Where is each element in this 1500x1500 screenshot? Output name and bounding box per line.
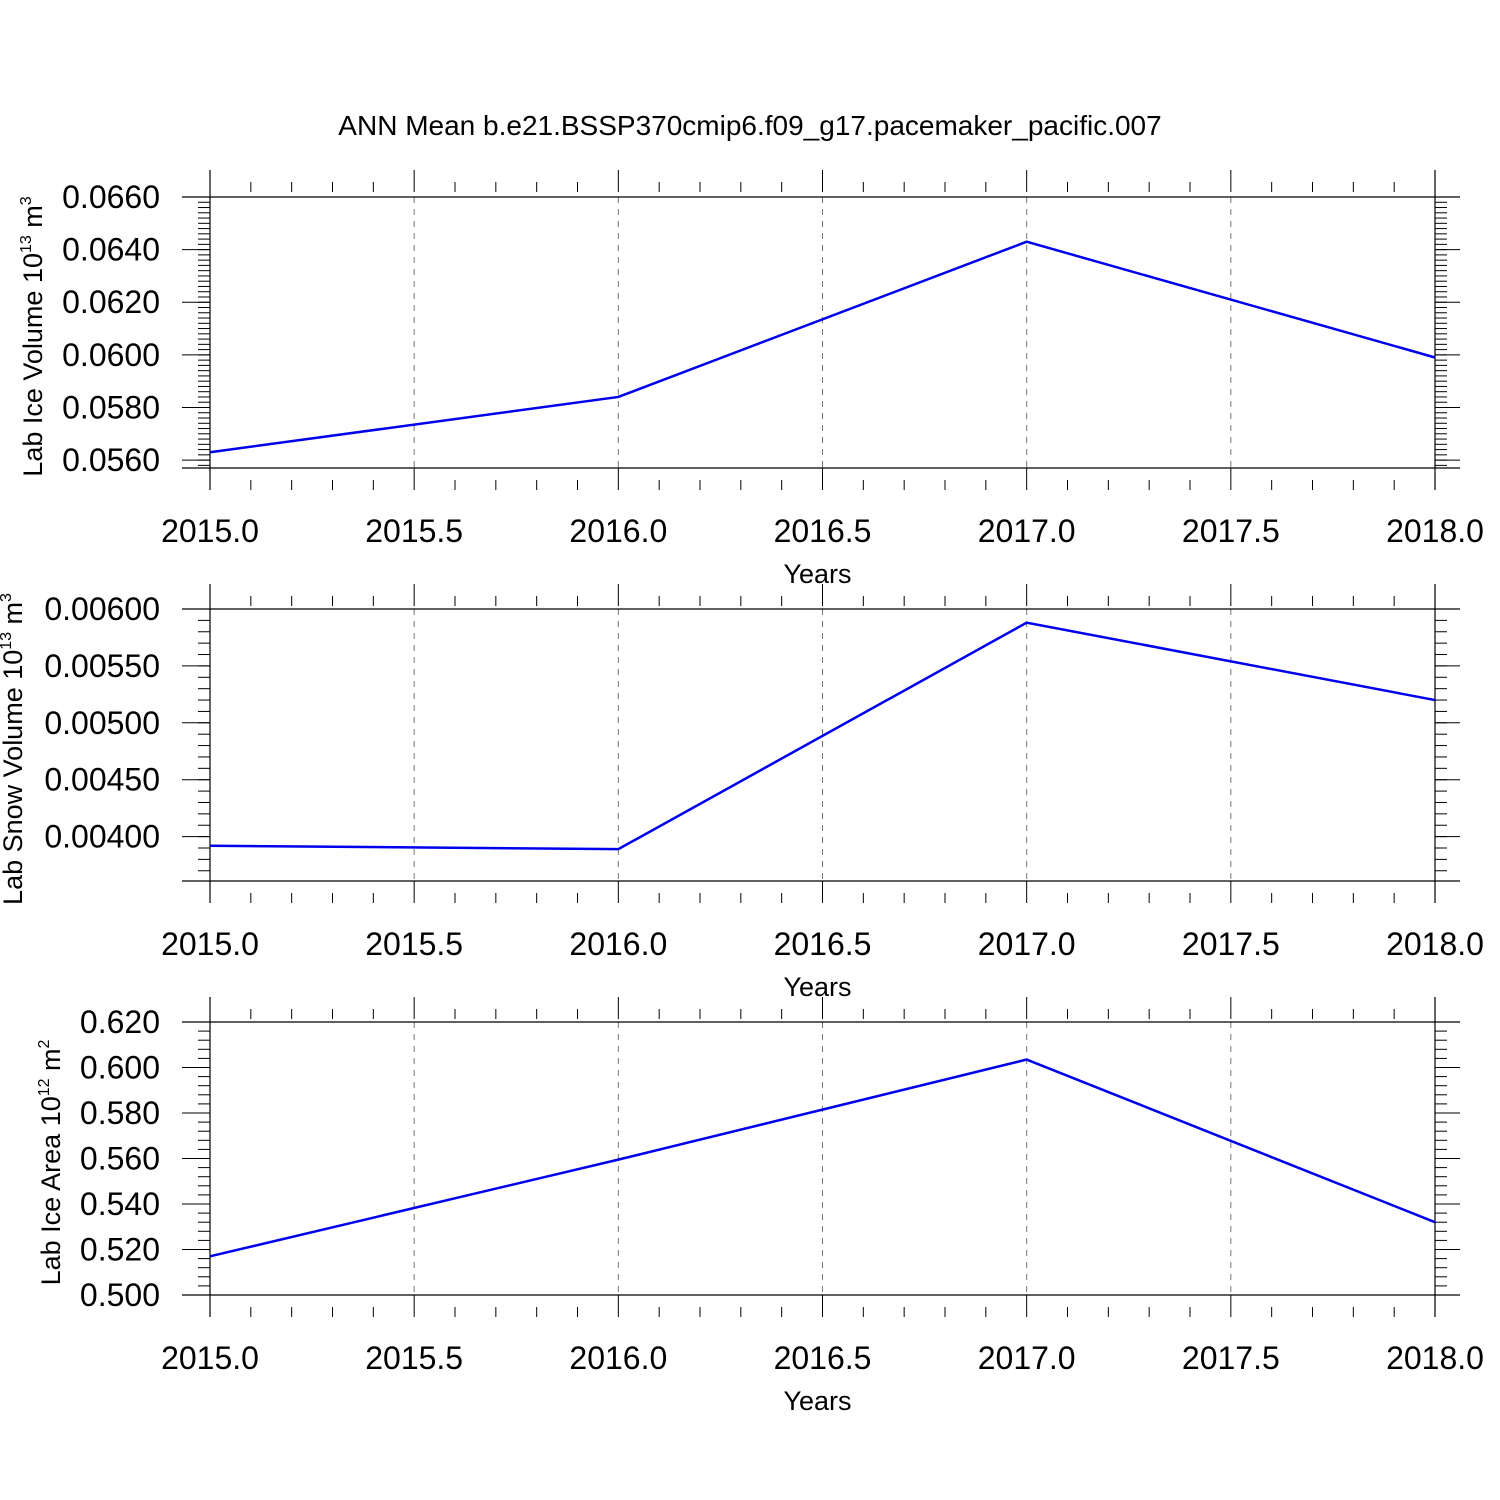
y-tick-label: 0.600 xyxy=(80,1050,160,1086)
x-tick-label: 2017.0 xyxy=(978,1340,1076,1376)
y-tick-label: 0.620 xyxy=(80,1004,160,1040)
y-tick-label: 0.540 xyxy=(80,1186,160,1222)
y-tick-label: 0.00600 xyxy=(44,591,160,627)
x-tick-label: 2016.0 xyxy=(569,513,667,549)
x-tick-label: 2015.5 xyxy=(365,513,463,549)
y-tick-label: 0.0560 xyxy=(62,442,160,478)
y-tick-label: 0.0640 xyxy=(62,232,160,268)
series-line xyxy=(209,240,1436,454)
y-tick-label: 0.0600 xyxy=(62,337,160,373)
x-tick-label: 2016.0 xyxy=(569,926,667,962)
x-axis-title: Years xyxy=(783,1386,851,1416)
y-tick-label: 0.520 xyxy=(80,1232,160,1268)
x-tick-label: 2017.0 xyxy=(978,513,1076,549)
x-tick-label: 2017.0 xyxy=(978,926,1076,962)
panel-1: 2015.0 2015.5 2016.0 2016.5 2017.0 2017.5 2018… xyxy=(18,170,1484,589)
series-line xyxy=(209,1058,1436,1258)
panel-3: 2015.0 2015.5 2016.0 2016.5 2017.0 2017.5 2018… xyxy=(36,997,1484,1416)
x-tick-label: 2016.5 xyxy=(774,1340,872,1376)
y-tick-label: 0.00500 xyxy=(44,705,160,741)
y-tick-label: 0.00450 xyxy=(44,762,160,798)
y-tick-label: 0.0660 xyxy=(62,179,160,215)
x-tick-label: 2016.5 xyxy=(774,513,872,549)
page-title: ANN Mean b.e21.BSSP370cmip6.f09_g17.pace… xyxy=(338,110,1161,141)
x-tick-label: 2015.5 xyxy=(365,1340,463,1376)
x-tick-label: 2016.0 xyxy=(569,1340,667,1376)
series-line xyxy=(209,621,1436,851)
x-tick-label: 2018.0 xyxy=(1386,1340,1484,1376)
panel-2: 2015.0 2015.5 2016.0 2016.5 2017.0 2017.5 2018… xyxy=(0,584,1484,1002)
y-tick-label: 0.0580 xyxy=(62,389,160,425)
y-tick-label: 0.00400 xyxy=(44,819,160,855)
x-tick-label: 2017.5 xyxy=(1182,513,1280,549)
y-axis-title: Lab Snow Volume 1013 m3 xyxy=(0,593,28,905)
y-tick-label: 0.00550 xyxy=(44,648,160,684)
x-tick-label: 2015.0 xyxy=(161,926,259,962)
y-tick-label: 0.580 xyxy=(80,1095,160,1131)
x-tick-label: 2015.5 xyxy=(365,926,463,962)
y-axis-title: Lab Ice Area 1012 m2 xyxy=(36,1039,66,1285)
x-tick-label: 2017.5 xyxy=(1182,926,1280,962)
x-axis-title: Years xyxy=(783,559,851,589)
x-tick-label: 2018.0 xyxy=(1386,926,1484,962)
y-axis-title: Lab Ice Volume 1013 m3 xyxy=(18,196,48,476)
x-axis-title: Years xyxy=(783,972,851,1002)
y-tick-label: 0.0620 xyxy=(62,284,160,320)
x-tick-label: 2017.5 xyxy=(1182,1340,1280,1376)
x-tick-label: 2015.0 xyxy=(161,513,259,549)
x-tick-label: 2016.5 xyxy=(774,926,872,962)
y-tick-label: 0.560 xyxy=(80,1141,160,1177)
x-tick-label: 2018.0 xyxy=(1386,513,1484,549)
x-tick-label: 2015.0 xyxy=(161,1340,259,1376)
y-tick-label: 0.500 xyxy=(80,1277,160,1313)
